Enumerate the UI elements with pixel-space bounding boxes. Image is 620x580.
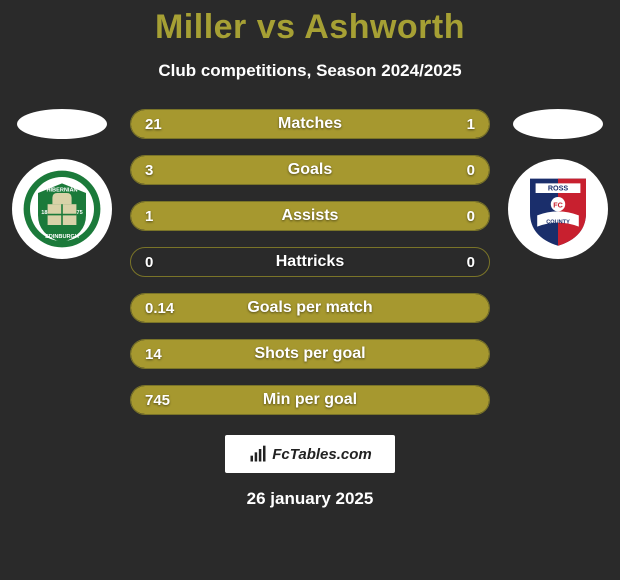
stat-row: 14 Shots per goal	[130, 339, 490, 369]
date-text: 26 january 2025	[247, 489, 374, 509]
stats-area: HIBERNIAN EDINBURGH 18 75 21 Matches 1 3…	[0, 109, 620, 415]
stat-label: Goals per match	[131, 299, 489, 317]
stat-right-value: 1	[467, 116, 475, 133]
svg-text:FC: FC	[553, 200, 563, 209]
ross-county-crest-icon: ROSS COUNTY FC	[518, 169, 598, 249]
left-column: HIBERNIAN EDINBURGH 18 75	[12, 109, 112, 259]
stat-row: 3 Goals 0	[130, 155, 490, 185]
left-cap-shape	[17, 109, 107, 139]
stat-label: Min per goal	[131, 391, 489, 409]
right-column: ROSS COUNTY FC	[508, 109, 608, 259]
right-team-crest: ROSS COUNTY FC	[508, 159, 608, 259]
stat-row: 0.14 Goals per match	[130, 293, 490, 323]
svg-text:ROSS: ROSS	[548, 184, 569, 193]
root-container: Miller vs Ashworth Club competitions, Se…	[0, 0, 620, 580]
right-cap-shape	[513, 109, 603, 139]
page-subtitle: Club competitions, Season 2024/2025	[158, 61, 461, 81]
stat-right-value: 0	[467, 254, 475, 271]
svg-text:EDINBURGH: EDINBURGH	[45, 234, 79, 240]
svg-text:COUNTY: COUNTY	[546, 219, 570, 225]
logo-text: FcTables.com	[272, 446, 371, 463]
svg-text:18: 18	[41, 210, 47, 216]
stat-right-value: 0	[467, 208, 475, 225]
stat-row: 0 Hattricks 0	[130, 247, 490, 277]
stat-label: Goals	[131, 161, 489, 179]
stat-label: Matches	[131, 115, 489, 133]
stat-label: Assists	[131, 207, 489, 225]
fctables-logo: FcTables.com	[225, 435, 395, 473]
stat-label: Shots per goal	[131, 345, 489, 363]
page-title: Miller vs Ashworth	[155, 8, 465, 47]
svg-text:HIBERNIAN: HIBERNIAN	[46, 187, 77, 193]
stats-bars: 21 Matches 1 3 Goals 0 1 Assists 0 0 Hat…	[130, 109, 490, 415]
stat-label: Hattricks	[131, 253, 489, 271]
chart-icon	[248, 444, 268, 464]
stat-row: 1 Assists 0	[130, 201, 490, 231]
stat-row: 745 Min per goal	[130, 385, 490, 415]
hibernian-crest-icon: HIBERNIAN EDINBURGH 18 75	[22, 169, 102, 249]
stat-row: 21 Matches 1	[130, 109, 490, 139]
svg-text:75: 75	[76, 210, 82, 216]
left-team-crest: HIBERNIAN EDINBURGH 18 75	[12, 159, 112, 259]
stat-right-value: 0	[467, 162, 475, 179]
